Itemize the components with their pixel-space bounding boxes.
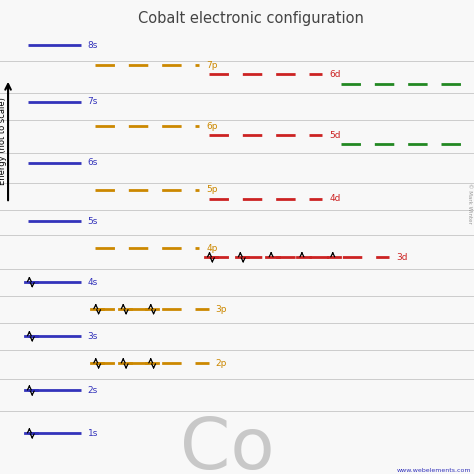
- Text: Energy (not to scale): Energy (not to scale): [0, 97, 7, 185]
- Text: 3s: 3s: [88, 332, 98, 341]
- Text: 3p: 3p: [216, 305, 227, 314]
- Text: 6p: 6p: [206, 122, 218, 131]
- Text: 5s: 5s: [88, 217, 98, 226]
- Text: 6d: 6d: [329, 70, 341, 79]
- Text: 4d: 4d: [329, 194, 341, 203]
- Text: 6s: 6s: [88, 158, 98, 167]
- Text: 1s: 1s: [88, 429, 98, 438]
- Text: Cobalt electronic configuration: Cobalt electronic configuration: [138, 11, 364, 26]
- Text: 3d: 3d: [396, 253, 407, 262]
- Text: 4p: 4p: [206, 244, 218, 253]
- Text: Co: Co: [180, 415, 275, 474]
- Text: © Mark Winter: © Mark Winter: [466, 183, 472, 224]
- Text: 5p: 5p: [206, 185, 218, 194]
- Text: www.webelements.com: www.webelements.com: [397, 468, 472, 473]
- Text: 4s: 4s: [88, 278, 98, 287]
- Text: 7s: 7s: [88, 97, 98, 106]
- Text: 8s: 8s: [88, 41, 98, 50]
- Text: 2p: 2p: [216, 359, 227, 368]
- Text: 2s: 2s: [88, 386, 98, 395]
- Text: 5d: 5d: [329, 131, 341, 140]
- Text: 7p: 7p: [206, 61, 218, 70]
